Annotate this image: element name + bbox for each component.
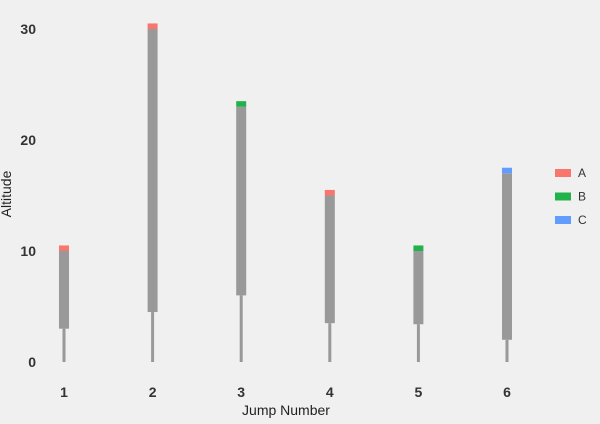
y-tick-label: 0 — [28, 354, 36, 370]
x-tick-label: 6 — [503, 384, 511, 400]
legend-label: C — [578, 213, 587, 227]
y-tick-label: 20 — [20, 132, 36, 148]
legend-swatch — [555, 216, 571, 224]
jump-stem — [239, 295, 243, 362]
legend-label: A — [578, 166, 586, 180]
legend-label: B — [578, 190, 586, 204]
jump-group-cap — [59, 245, 69, 251]
jump-stem — [416, 324, 420, 362]
jump-bar — [413, 251, 424, 325]
jump-bar — [502, 173, 512, 340]
jump-stem — [328, 323, 332, 362]
jump-group-cap — [236, 101, 247, 107]
legend-swatch — [555, 192, 571, 201]
jump-bar — [59, 251, 69, 329]
chart-marks — [59, 23, 512, 362]
x-tick-label: 4 — [326, 384, 334, 400]
jump-bar — [324, 195, 335, 324]
jump-bar — [236, 106, 247, 296]
jump-group-cap — [413, 245, 424, 251]
jump-group-cap — [324, 189, 335, 196]
y-axis-title: Altitude — [0, 170, 14, 217]
x-tick-label: 2 — [149, 384, 157, 400]
jump-stem — [151, 312, 155, 362]
x-tick-label: 3 — [237, 384, 245, 400]
jump-stem — [505, 339, 509, 362]
y-tick-label: 10 — [20, 243, 36, 259]
jump-group-cap — [147, 23, 158, 29]
y-tick-label: 30 — [20, 21, 36, 37]
y-axis-ticks: 0 10 20 30 — [20, 21, 36, 370]
x-axis-title: Jump Number — [242, 402, 330, 418]
legend-swatch — [555, 169, 571, 177]
jump-stem — [62, 328, 66, 362]
x-tick-label: 1 — [60, 384, 68, 400]
x-axis-ticks: 1 2 3 4 5 6 — [60, 384, 511, 400]
legend: ABC — [555, 166, 587, 227]
x-tick-label: 5 — [415, 384, 423, 400]
jump-group-cap — [502, 167, 512, 174]
jump-bar — [147, 29, 158, 313]
